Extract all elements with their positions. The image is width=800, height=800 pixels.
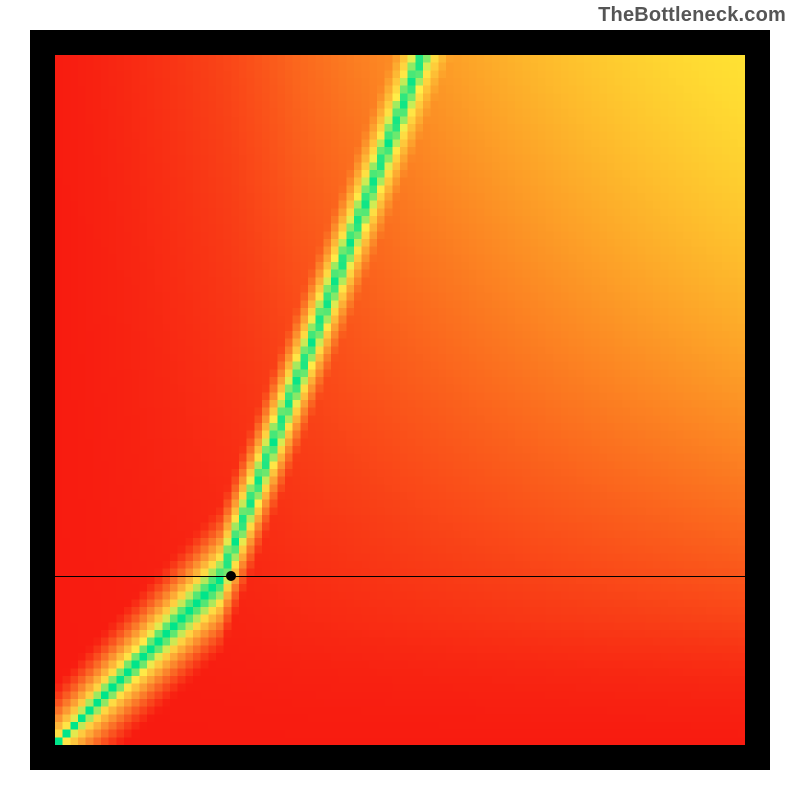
crosshair-marker (226, 571, 236, 581)
watermark-text: TheBottleneck.com (598, 4, 786, 27)
crosshair-horizontal (55, 576, 745, 577)
root: TheBottleneck.com (0, 0, 800, 800)
plot-frame (30, 30, 770, 770)
plot-area (55, 55, 745, 745)
heatmap-canvas (55, 55, 745, 745)
